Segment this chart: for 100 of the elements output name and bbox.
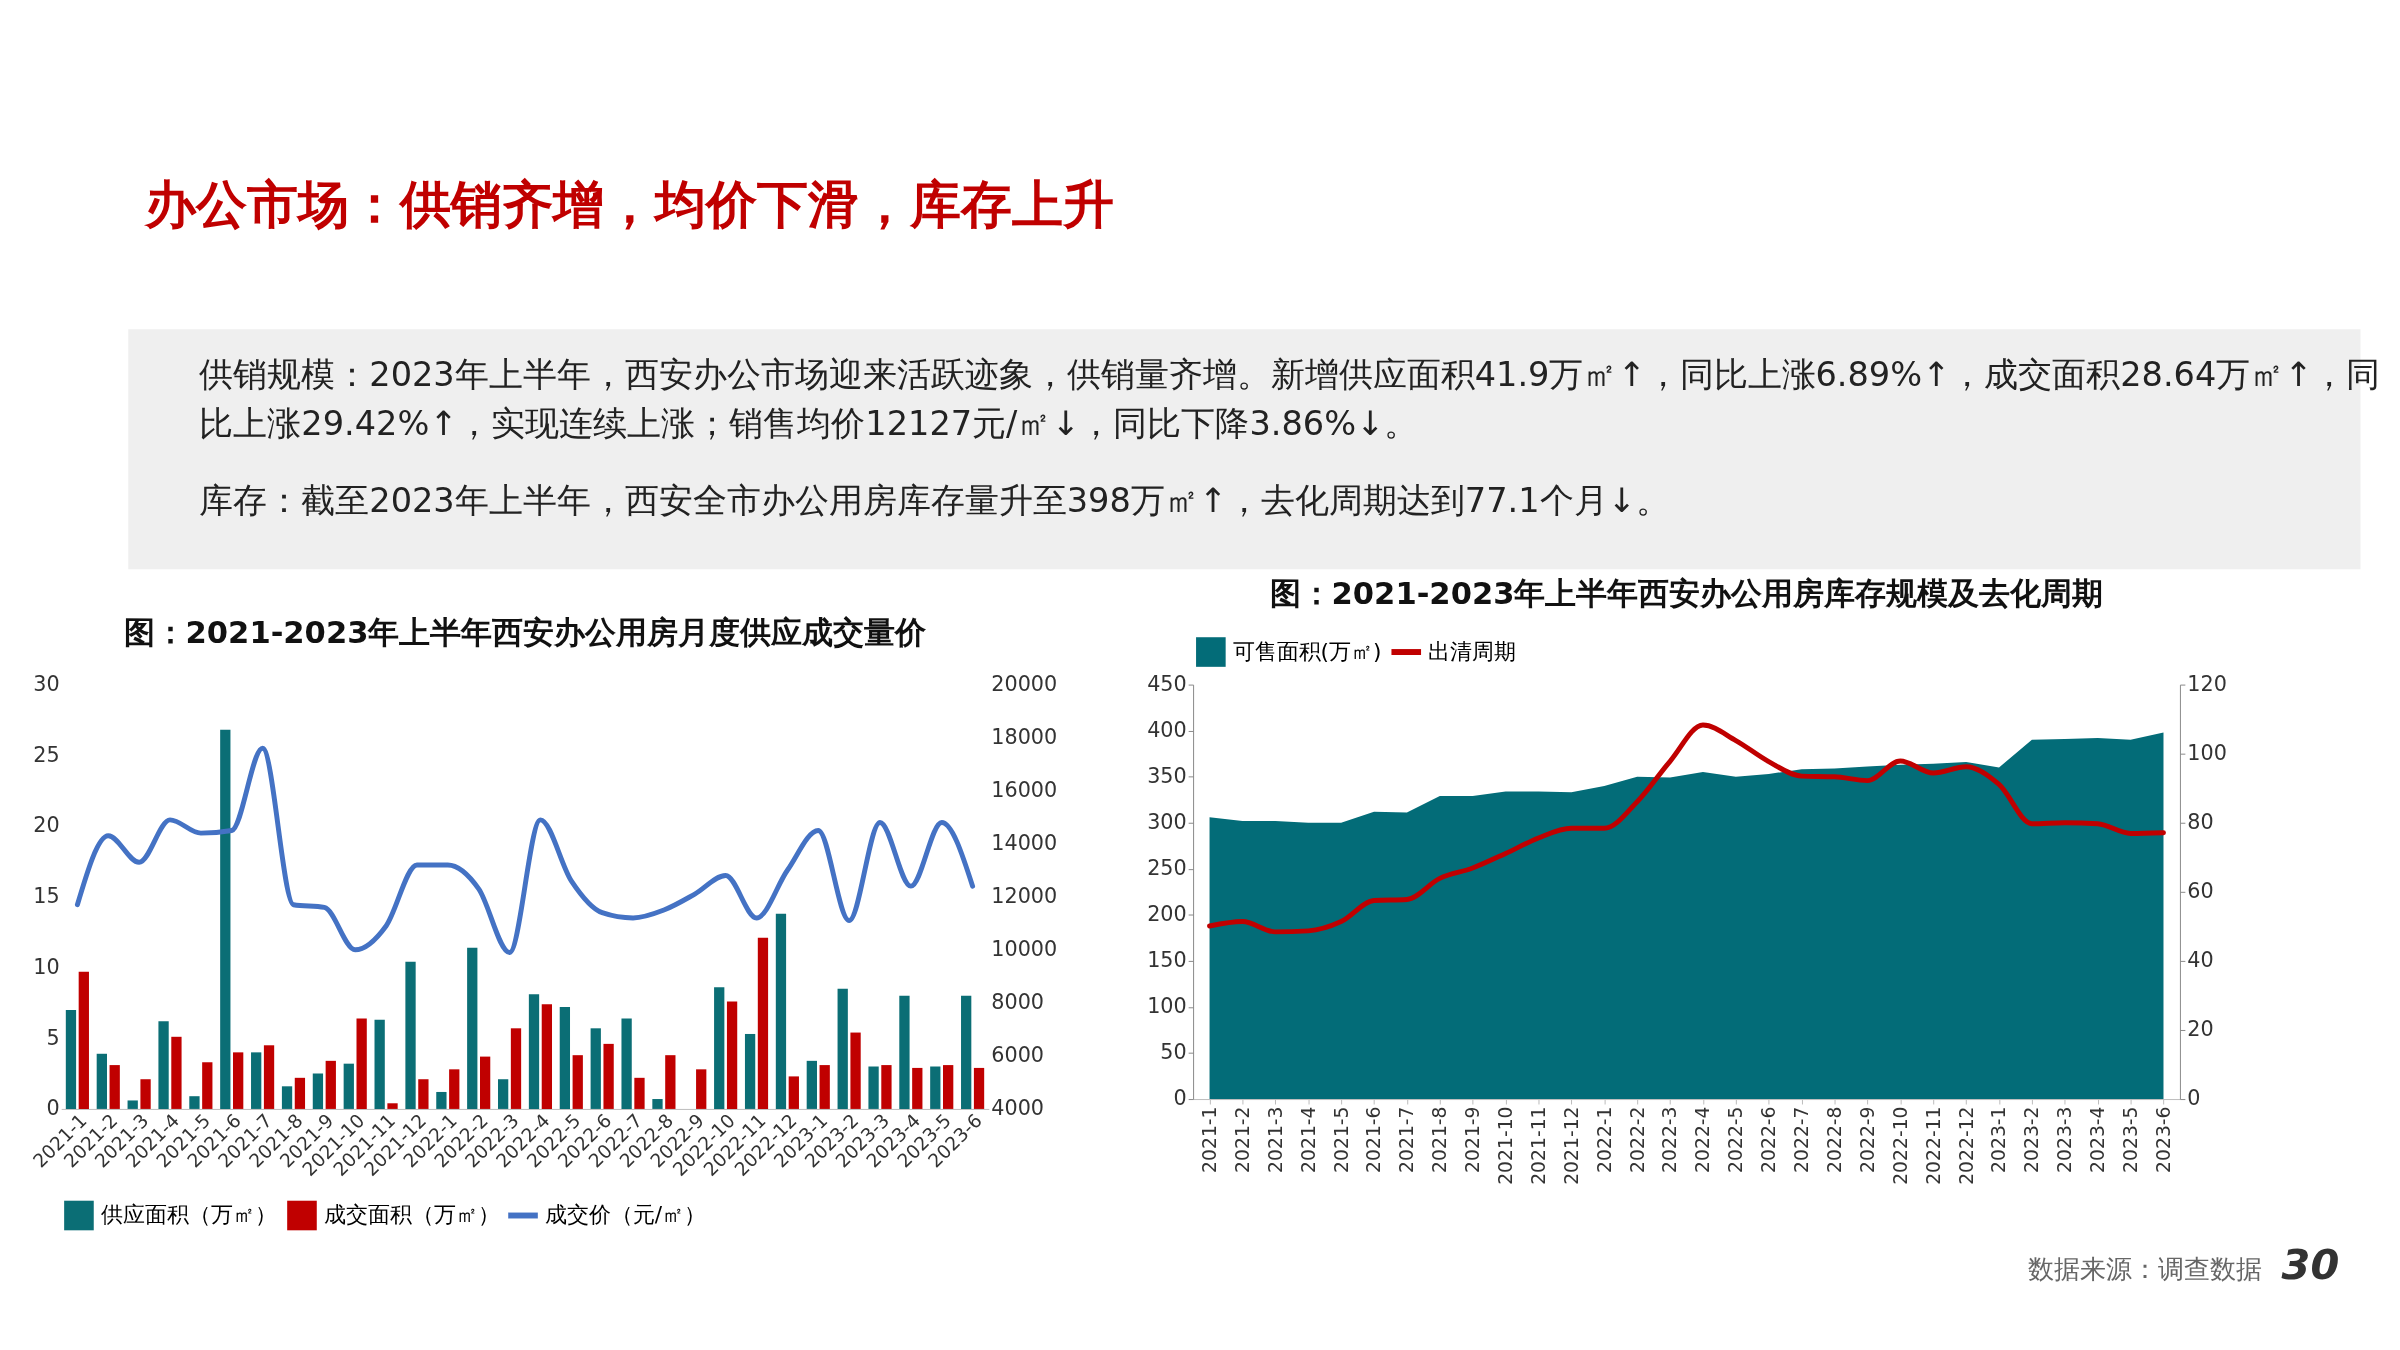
y-tick-label: 5	[46, 1025, 60, 1050]
y-tick-label: 0	[46, 1096, 60, 1121]
x-tick-label: 2021-1	[1198, 1106, 1220, 1173]
bar	[233, 1052, 244, 1109]
bar	[837, 988, 848, 1109]
x-tick-label: 2023-3	[2054, 1106, 2076, 1173]
y2-tick-label: 0	[2187, 1086, 2201, 1111]
legend-label: 可售面积(万㎡)	[1232, 638, 1382, 664]
bar	[603, 1043, 614, 1109]
bar	[356, 1018, 367, 1109]
bar	[189, 1096, 200, 1109]
bar	[590, 1028, 601, 1109]
y-tick-label: 100	[1147, 994, 1187, 1019]
x-tick-label: 2022-5	[1725, 1106, 1747, 1173]
bar	[65, 1009, 77, 1109]
bar	[961, 995, 972, 1109]
bar	[449, 1069, 460, 1109]
x-tick-label: 2021-5	[1330, 1106, 1352, 1173]
y2-tick-label: 4000	[991, 1096, 1045, 1121]
bar	[109, 1065, 120, 1109]
legend-label: 成交价（元/㎡）	[544, 1202, 707, 1228]
bar	[714, 987, 725, 1109]
bar	[528, 994, 540, 1109]
bar	[757, 937, 769, 1109]
bar	[220, 729, 231, 1109]
y-tick-label: 250	[1147, 856, 1187, 881]
bar	[387, 1103, 398, 1109]
text: 供销规模：2023年上半年，西安办公市场迎来活跃迹象，供销量齐增。新增供应面积41.9万㎡↑，同比上涨6.89%↑，成交面积28.64万㎡↑，同比上涨29.42%↑，实现连续上涨；销售均价12127元/㎡↓，同比下降3.86%↓。	[199, 354, 2381, 443]
legend-label: 出清周期	[1427, 638, 1516, 664]
bar	[294, 1077, 306, 1109]
y2-tick-label: 10000	[991, 937, 1058, 962]
y2-tick-label: 16000	[991, 778, 1058, 803]
legend-label: 成交面积（万㎡）	[323, 1202, 500, 1228]
x-tick-label: 2023-2	[2021, 1106, 2043, 1173]
legend-label: 供应面积（万㎡）	[100, 1202, 277, 1228]
x-tick-label: 2022-2	[1626, 1106, 1648, 1173]
chart-title: 图：2021-2023年上半年西安办公用房库存规模及去化周期	[1269, 575, 2104, 611]
bar	[140, 1079, 151, 1109]
y2-tick-label: 80	[2187, 810, 2214, 835]
y-tick-label: 400	[1147, 718, 1187, 743]
y2-tick-label: 20	[2187, 1017, 2214, 1042]
y-tick-label: 25	[33, 742, 60, 767]
x-tick-label: 2022-12	[1955, 1106, 1977, 1185]
bar	[788, 1076, 799, 1109]
bar	[497, 1079, 509, 1109]
chart-title: 图：2021-2023年上半年西安办公用房月度供应成交量价	[123, 615, 928, 651]
x-tick-label: 2023-1	[1988, 1106, 2010, 1173]
bar	[621, 1018, 632, 1109]
bar	[467, 947, 478, 1109]
bar	[652, 1099, 663, 1109]
y2-tick-label: 6000	[991, 1043, 1045, 1068]
y-tick-label: 30	[33, 672, 60, 697]
bar	[405, 961, 416, 1109]
y-tick-label: 50	[1160, 1040, 1187, 1065]
bar	[819, 1065, 830, 1109]
x-tick-label: 2022-11	[1922, 1106, 1944, 1185]
y2-tick-label: 20000	[991, 672, 1058, 697]
y2-tick-label: 40	[2187, 948, 2214, 973]
x-tick-label: 2023-4	[2087, 1106, 2109, 1173]
x-tick-label: 2021-11	[1527, 1106, 1549, 1185]
y-tick-label: 150	[1147, 948, 1187, 973]
bar	[96, 1053, 107, 1109]
x-tick-label: 2022-8	[1823, 1106, 1845, 1173]
y2-tick-label: 18000	[991, 725, 1058, 750]
bar	[78, 971, 89, 1109]
bar	[436, 1091, 447, 1109]
bar	[726, 1001, 738, 1109]
x-tick-label: 2022-6	[1758, 1106, 1780, 1173]
y-tick-label: 20	[33, 813, 60, 838]
bar	[418, 1079, 429, 1109]
y2-tick-label: 8000	[991, 990, 1045, 1015]
y-tick-label: 300	[1147, 810, 1187, 835]
bar	[374, 1019, 385, 1109]
y2-tick-label: 100	[2187, 741, 2227, 766]
bar	[973, 1067, 985, 1109]
bar	[127, 1100, 138, 1109]
bar	[312, 1073, 324, 1109]
y-tick-label: 15	[33, 884, 60, 909]
y-tick-label: 350	[1147, 764, 1187, 789]
bar	[930, 1066, 941, 1109]
y-tick-label: 450	[1147, 672, 1187, 697]
text: 30	[2281, 1240, 2340, 1289]
x-tick-label: 2021-7	[1396, 1106, 1418, 1173]
bar	[868, 1066, 879, 1109]
y-tick-label: 0	[1173, 1086, 1187, 1111]
text: 库存：截至2023年上半年，西安全市办公用房库存量升至398万㎡↑，去化周期达到77.1个月↓。	[199, 480, 1670, 520]
line-series	[1207, 722, 2166, 935]
y-tick-label: 10	[33, 954, 60, 979]
bar	[325, 1060, 336, 1109]
bar	[343, 1063, 354, 1109]
bar	[510, 1028, 522, 1109]
x-tick-label: 2021-10	[1495, 1106, 1517, 1185]
text: 办公市场：供销齐增，均价下滑，库存上升	[143, 173, 1115, 234]
bar	[572, 1055, 583, 1109]
bar	[251, 1052, 262, 1109]
x-tick-label: 2022-1	[1593, 1106, 1615, 1173]
x-tick-label: 2021-12	[1560, 1106, 1582, 1185]
bar	[634, 1077, 645, 1109]
y2-tick-label: 120	[2187, 672, 2227, 697]
line-series	[74, 745, 976, 955]
